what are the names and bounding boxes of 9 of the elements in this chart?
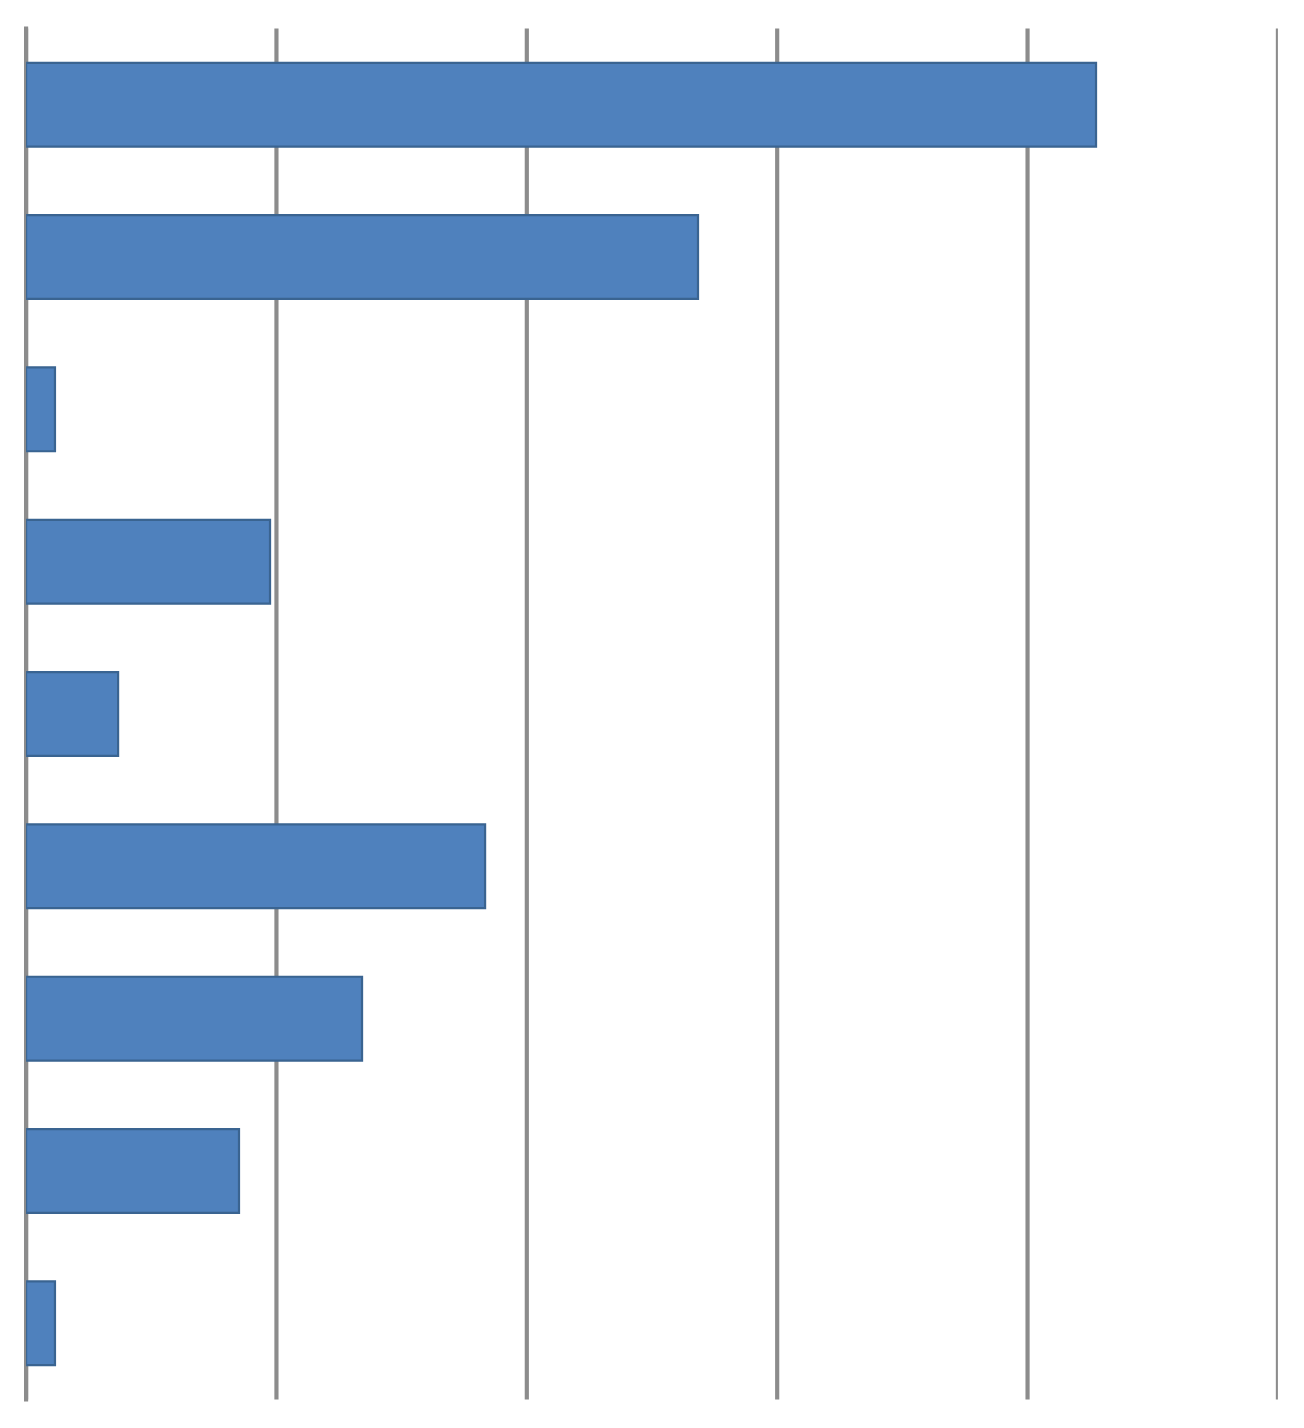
bar — [26, 1280, 57, 1367]
bar — [26, 671, 120, 757]
bar — [26, 214, 700, 301]
bar — [26, 823, 487, 910]
bar — [26, 1127, 241, 1214]
bar — [26, 61, 1098, 148]
bar — [26, 975, 364, 1062]
bar — [26, 518, 272, 605]
bar — [26, 366, 57, 453]
